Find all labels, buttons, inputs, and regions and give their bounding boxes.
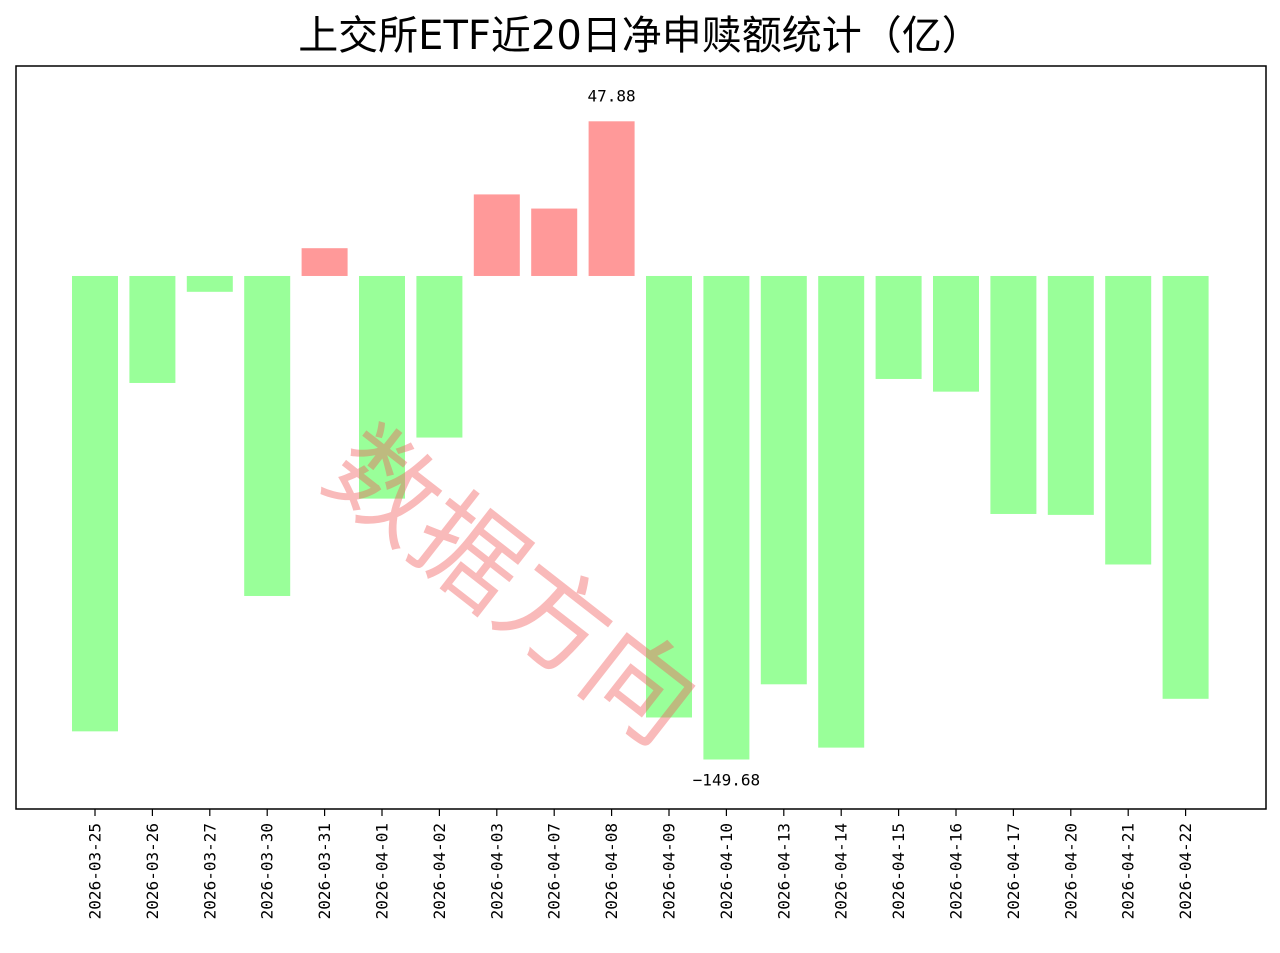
x-tick-label-2026-04-21: 2026-04-21 [1119, 823, 1138, 919]
bar-2026-04-22 [1162, 275, 1209, 699]
bar-2026-03-25 [72, 275, 118, 732]
x-tick-label-2026-04-22: 2026-04-22 [1176, 823, 1195, 919]
bar-2026-04-07 [531, 208, 578, 276]
x-tick-label-2026-04-09: 2026-04-09 [660, 823, 679, 919]
bars-layer [72, 121, 1209, 760]
bar-2026-04-13 [760, 275, 807, 685]
plot-frame [15, 65, 1267, 810]
x-tick-label-2026-03-27: 2026-03-27 [200, 823, 219, 919]
x-tick-label-2026-04-03: 2026-04-03 [487, 823, 506, 919]
data-labels-layer: 47.88 −149.68 [588, 86, 761, 789]
bar-2026-04-01 [359, 275, 405, 499]
bar-2026-04-15 [875, 275, 922, 379]
x-tick-label-2026-04-07: 2026-04-07 [545, 823, 564, 919]
x-tick-label-2026-03-31: 2026-03-31 [315, 823, 334, 919]
bar-2026-04-10 [703, 275, 750, 760]
data-label-2026-04-08: 47.88 [588, 86, 636, 105]
bar-2026-04-09 [646, 275, 692, 718]
x-tick-label-2026-04-14: 2026-04-14 [832, 823, 851, 919]
data-label-2026-04-10: −149.68 [693, 771, 760, 790]
x-tick-label-2026-03-26: 2026-03-26 [143, 823, 162, 919]
x-tick-label-2026-04-02: 2026-04-02 [430, 823, 449, 919]
x-tick-label-2026-04-13: 2026-04-13 [774, 823, 793, 919]
bar-2026-04-16 [933, 275, 979, 392]
chart-title: 上交所ETF近20日净申赎额统计（亿） [298, 13, 982, 59]
bar-2026-04-08 [588, 121, 635, 276]
x-tick-label-2026-03-30: 2026-03-30 [258, 823, 277, 919]
bar-2026-03-27 [186, 275, 233, 292]
x-tick-label-2026-04-16: 2026-04-16 [947, 823, 966, 919]
x-tick-label-2026-03-25: 2026-03-25 [86, 823, 105, 919]
x-axis: 2026-03-25 2026-03-26 2026-03-27 2026-03-30… [86, 809, 1195, 919]
bar-2026-04-20 [1047, 275, 1094, 515]
x-tick-label-2026-04-01: 2026-04-01 [373, 823, 392, 919]
x-tick-label-2026-04-10: 2026-04-10 [717, 823, 736, 919]
bar-2026-04-17 [990, 275, 1037, 514]
bar-2026-04-03 [473, 194, 520, 276]
bar-2026-03-30 [244, 275, 291, 596]
bar-2026-03-26 [129, 275, 176, 383]
bar-2026-04-02 [416, 275, 463, 438]
x-tick-label-2026-04-17: 2026-04-17 [1004, 823, 1023, 919]
bar-2026-04-14 [818, 275, 865, 748]
x-tick-label-2026-04-20: 2026-04-20 [1061, 823, 1080, 919]
x-tick-label-2026-04-15: 2026-04-15 [889, 823, 908, 919]
bar-2026-03-31 [301, 248, 348, 276]
x-tick-label-2026-04-08: 2026-04-08 [602, 823, 621, 919]
bar-2026-04-21 [1105, 275, 1152, 565]
